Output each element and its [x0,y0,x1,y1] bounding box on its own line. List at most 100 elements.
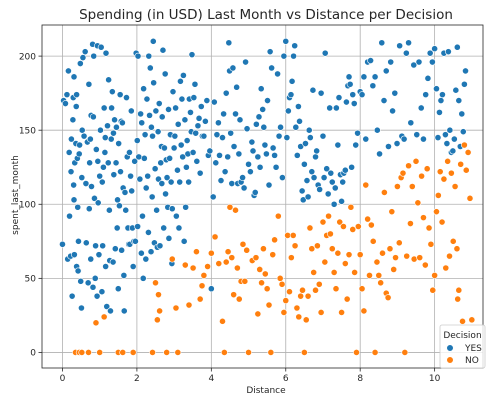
data-point-no [325,212,332,220]
data-point-yes [87,255,95,263]
data-point-yes [78,304,85,312]
data-point-no [375,271,383,279]
data-point-yes [214,119,222,127]
data-point-yes [80,132,88,140]
data-point-yes [88,183,95,190]
data-point-yes [115,140,123,147]
data-point-yes [296,117,303,125]
data-point-no [390,266,398,273]
data-point-yes [177,77,184,85]
data-point-no [332,285,340,293]
data-point-yes [97,43,105,51]
data-point-no [434,191,442,199]
data-point-yes [283,134,291,142]
data-point-yes [207,285,215,293]
data-point-yes [335,94,343,102]
chart-title: Spending (in USD) Last Month vs Distance… [79,7,453,23]
data-point-no [271,236,278,244]
x-tick-label: 8 [357,374,363,384]
data-point-no [299,286,306,294]
data-point-yes [413,131,421,139]
data-point-yes [68,292,76,300]
data-point-no [457,160,465,168]
data-point-yes [400,135,408,143]
data-point-yes [387,58,395,66]
data-point-yes [407,119,415,127]
data-point-no [377,279,385,287]
data-point-yes [415,58,423,66]
data-point-yes [354,129,361,137]
data-point-no [451,183,459,190]
data-point-yes [174,166,181,174]
data-point-yes [183,137,191,144]
data-point-no [321,258,329,266]
data-point-no [336,218,344,226]
data-point-yes [446,126,454,134]
data-point-yes [149,132,156,140]
data-point-no [401,349,409,356]
x-axis-label: Distance [246,386,286,396]
data-point-yes [462,67,469,75]
data-point-yes [154,128,162,136]
data-point-no [407,220,414,227]
data-point-yes [396,42,404,50]
data-point-yes [243,125,251,133]
data-point-no [442,264,450,272]
data-point-yes [321,49,329,57]
data-point-yes [268,64,276,72]
data-point-no [312,286,319,294]
data-point-yes [163,174,171,182]
data-point-no [235,295,243,303]
data-point-no [174,349,182,356]
data-point-yes [274,70,281,78]
data-point-yes [139,212,146,220]
data-point-yes [72,103,80,110]
x-tick-label: 2 [134,374,140,384]
data-point-no [384,294,392,302]
data-point-no [155,291,162,299]
legend-title: Decision [443,331,481,341]
data-point-yes [70,181,78,189]
data-point-no [193,248,200,256]
data-point-no [438,218,446,226]
data-point-yes [181,116,189,124]
data-point-yes [248,138,256,146]
data-point-yes [255,113,263,121]
data-point-yes [235,150,243,158]
plot-frame [41,24,484,369]
data-point-yes [203,97,211,104]
data-point-yes [261,141,269,149]
data-point-yes [327,169,335,177]
data-point-no [373,258,381,266]
data-point-yes [68,135,75,143]
data-point-yes [81,48,89,56]
data-point-yes [79,54,87,61]
data-point-yes [109,258,117,266]
data-point-no [380,189,388,196]
data-point-no [386,245,394,253]
data-point-no [371,349,379,356]
data-point-yes [324,190,332,198]
data-point-yes [433,85,440,93]
data-point-yes [76,60,84,67]
data-point-no [414,199,422,207]
data-point-yes [112,159,120,167]
data-point-yes [145,52,153,60]
data-point-no [460,141,468,149]
data-point-yes [174,120,182,128]
data-point-yes [444,48,452,56]
data-point-yes [104,122,111,130]
data-point-yes [74,267,82,275]
data-point-yes [96,172,104,180]
data-point-yes [70,196,78,204]
data-point-yes [94,157,102,165]
data-point-yes [158,113,166,121]
data-point-yes [185,178,193,186]
data-point-no [394,183,401,190]
legend: Decision YES NO [439,324,486,369]
data-point-yes [155,175,162,183]
data-point-yes [216,151,223,159]
data-point-yes [74,203,82,211]
data-point-yes [298,187,306,195]
